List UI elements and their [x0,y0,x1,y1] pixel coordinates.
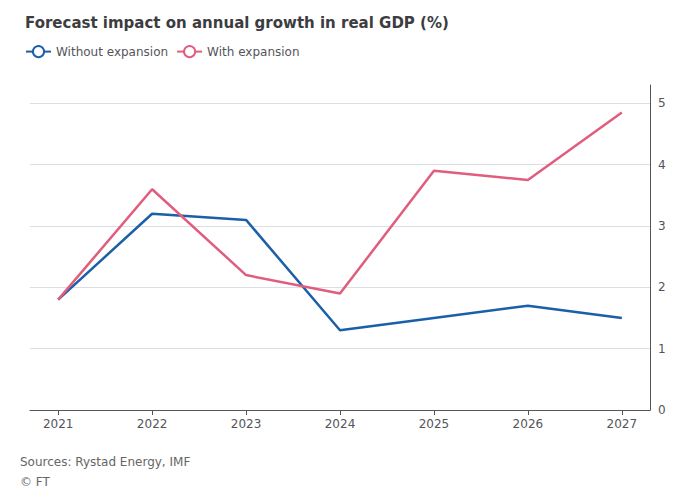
svg-text:Without expansion: Without expansion [56,45,168,59]
svg-text:3: 3 [658,219,666,233]
svg-text:Sources: Rystad Energy, IMF: Sources: Rystad Energy, IMF [20,455,190,469]
svg-text:2025: 2025 [419,417,450,431]
svg-text:5: 5 [658,96,666,110]
svg-text:2: 2 [658,280,666,294]
svg-text:2024: 2024 [325,417,356,431]
svg-text:1: 1 [658,342,666,356]
svg-text:2026: 2026 [513,417,544,431]
svg-text:With expansion: With expansion [207,45,299,59]
svg-text:4: 4 [658,158,666,172]
svg-text:2027: 2027 [607,417,638,431]
svg-text:© FT: © FT [20,475,51,489]
svg-text:2021: 2021 [43,417,74,431]
svg-text:0: 0 [658,403,666,417]
svg-text:Forecast impact on annual grow: Forecast impact on annual growth in real… [25,14,449,32]
svg-text:2023: 2023 [231,417,262,431]
svg-text:2022: 2022 [137,417,168,431]
